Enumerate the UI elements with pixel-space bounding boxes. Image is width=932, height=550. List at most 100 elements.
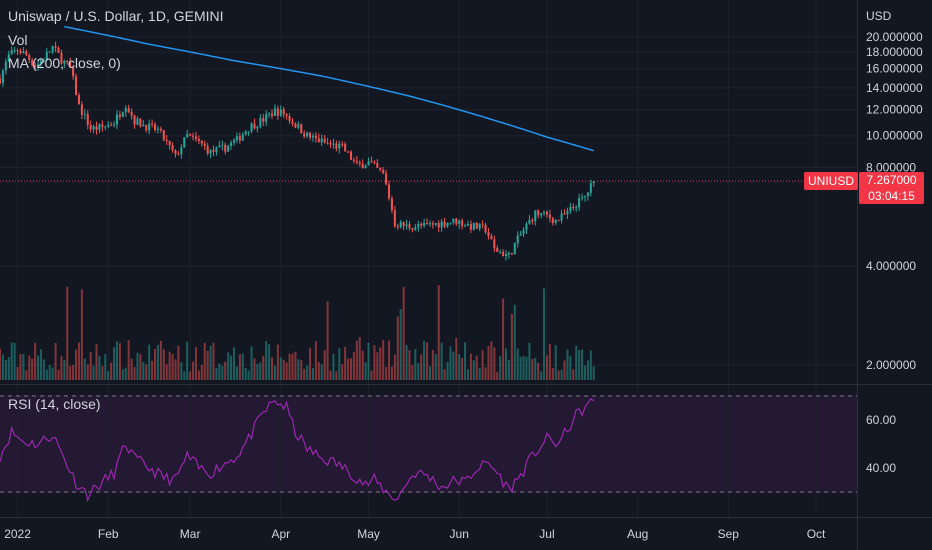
candle-body <box>428 223 431 225</box>
volume-bar <box>434 354 437 380</box>
candle-body <box>221 144 224 146</box>
volume-bar <box>496 371 499 380</box>
candle-body <box>51 46 54 52</box>
candle-body <box>510 253 513 255</box>
volume-bar <box>151 360 154 380</box>
candle-body <box>446 222 449 227</box>
candle-body <box>481 223 484 225</box>
volume-bar <box>238 354 241 380</box>
bar-countdown: 03:04:15 <box>868 189 915 204</box>
volume-bar <box>326 301 329 380</box>
candle-body <box>101 124 104 127</box>
candle-body <box>385 173 388 185</box>
candle-body <box>581 197 584 199</box>
candle-body <box>423 222 426 226</box>
volume-bar <box>393 354 396 380</box>
ma-legend[interactable]: MA (200, close, 0) <box>8 55 121 71</box>
volume-bar <box>153 348 157 380</box>
volume-bar <box>376 352 379 380</box>
volume-bar <box>189 371 192 380</box>
volume-bar <box>423 340 426 380</box>
candle-body <box>259 118 262 127</box>
candle-body <box>92 126 95 130</box>
volume-bar <box>461 358 464 380</box>
candle-body <box>554 220 557 224</box>
candle-body <box>566 210 569 215</box>
volume-bar <box>113 347 116 380</box>
pane-separator[interactable] <box>0 384 932 385</box>
rsi-legend[interactable]: RSI (14, close) <box>8 396 101 412</box>
volume-bar <box>156 344 159 380</box>
candle-body <box>162 130 165 140</box>
volume-bar <box>66 286 69 380</box>
time-axis-separator <box>0 517 932 518</box>
volume-bar <box>268 344 271 380</box>
volume-bar <box>183 371 186 380</box>
candle-body <box>504 254 508 257</box>
volume-bar <box>426 342 429 380</box>
candle-body <box>349 151 353 160</box>
candle-body <box>560 213 563 221</box>
candle-body <box>256 126 259 129</box>
candle-body <box>411 228 414 230</box>
volume-bar <box>411 364 414 380</box>
candle-body <box>186 134 189 138</box>
volume-bar <box>200 364 203 380</box>
candle-body <box>42 60 45 62</box>
volume-bar <box>253 358 256 380</box>
volume-bar <box>19 354 22 380</box>
candle-body <box>443 221 446 227</box>
volume-bar <box>107 371 110 380</box>
volume-bar <box>306 365 309 380</box>
volume-bar <box>247 370 250 380</box>
volume-bar <box>31 358 34 380</box>
candle-body <box>338 143 341 149</box>
candle-body <box>238 136 241 141</box>
volume-bar <box>10 342 13 380</box>
volume-bar <box>45 369 48 380</box>
candle-body <box>232 140 236 143</box>
last-price-value: 7.267000 <box>866 173 917 188</box>
candle-body <box>548 214 551 219</box>
candle-body <box>341 143 344 145</box>
volume-bar <box>443 369 446 380</box>
candle-body <box>28 55 31 60</box>
volume-legend[interactable]: Vol <box>8 32 28 48</box>
volume-bar <box>493 347 496 380</box>
candle-body <box>165 139 168 141</box>
candle-body <box>309 132 312 138</box>
candle-body <box>420 224 423 226</box>
volume-bar <box>490 341 493 380</box>
volume-bar <box>358 337 361 380</box>
candle-body <box>572 207 575 209</box>
chart-canvas[interactable] <box>0 0 857 550</box>
price-tick-label: 18.000000 <box>866 45 923 59</box>
candle-body <box>522 229 525 234</box>
candle-body <box>314 135 317 139</box>
candle-body <box>288 116 291 122</box>
candle-body <box>472 222 475 230</box>
candles <box>0 41 595 261</box>
volume-bar <box>446 361 449 380</box>
volume-bar <box>329 370 332 380</box>
candle-body <box>303 133 306 137</box>
symbol-legend[interactable]: Uniswap / U.S. Dollar, 1D, GEMINI <box>8 8 224 24</box>
volume-bar <box>22 354 25 380</box>
candle-body <box>332 143 335 145</box>
candle-body <box>1 70 4 84</box>
candle-body <box>484 224 487 232</box>
volume-bar <box>344 347 347 380</box>
price-tick-label: 2.000000 <box>866 358 916 372</box>
volume-bar <box>534 357 537 380</box>
candle-body <box>461 220 464 226</box>
volume-bar <box>455 337 458 380</box>
volume-bar <box>484 367 487 380</box>
candle-body <box>16 50 19 52</box>
candle-body <box>39 60 42 64</box>
candle-body <box>431 223 434 225</box>
candle-body <box>215 147 218 152</box>
volume-bar <box>428 366 431 380</box>
volume-bar <box>98 356 101 380</box>
candle-body <box>4 61 7 71</box>
volume-bar <box>349 358 353 380</box>
